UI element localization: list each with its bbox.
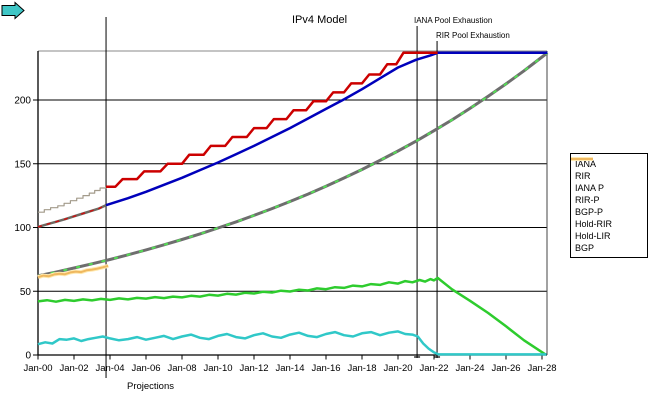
projections-arrow-icon xyxy=(1,1,25,20)
legend-label-rir: RIR xyxy=(575,171,591,181)
x-tick-label: Jan-06 xyxy=(131,363,160,374)
y-tick-label: 150 xyxy=(14,159,31,170)
legend-label-iana-p: IANA P xyxy=(575,183,605,193)
legend-label-iana: IANA xyxy=(575,159,597,169)
x-tick-label: Jan-02 xyxy=(59,363,88,374)
x-tick-label: Jan-10 xyxy=(203,363,232,374)
x-tick-label: Jan-28 xyxy=(527,363,556,374)
x-tick-label: Jan-08 xyxy=(167,363,196,374)
x-tick-label: Jan-00 xyxy=(23,363,52,374)
series-line-iana-p xyxy=(106,51,438,188)
series-line-rir-overlay xyxy=(37,204,107,228)
x-tick-label: Jan-22 xyxy=(419,363,448,374)
legend-label-rir-p: RIR-P xyxy=(575,195,600,205)
legend-item-hold-rir: Hold-RIR xyxy=(571,157,644,230)
x-tick-label: Jan-26 xyxy=(491,363,520,374)
series-line-hold-rir xyxy=(37,330,547,356)
series-line-bgp-p-overlay xyxy=(37,52,549,277)
projections-label: Projections xyxy=(127,381,174,392)
legend-label-bgp: BGP xyxy=(575,243,595,253)
legend-item-bgp: BGP xyxy=(571,157,644,254)
x-tick-label: Jan-24 xyxy=(455,363,484,374)
legend-item-rir: RIR xyxy=(571,157,644,182)
series-line-bgp-p xyxy=(37,51,549,278)
iana-exhaustion-label: IANA Pool Exhaustion xyxy=(414,16,493,25)
legend-label-hold-rir: Hold-RIR xyxy=(575,219,613,229)
legend-item-hold-lir: Hold-LIR xyxy=(571,157,644,242)
legend-item-iana-p: IANA P xyxy=(571,157,644,194)
y-tick-label: 0 xyxy=(25,351,31,362)
rir-exhaustion-label: RIR Pool Exhaustion xyxy=(436,31,510,40)
chart-title: IPv4 Model xyxy=(292,14,348,26)
legend-swatch-bgp-icon xyxy=(571,157,593,161)
legend-item-rir-p: RIR-P xyxy=(571,157,644,206)
series-line-hold-lir xyxy=(37,276,547,356)
series-line-bgp xyxy=(37,264,109,279)
y-tick-label: 200 xyxy=(14,96,31,107)
x-tick-label: Jan-14 xyxy=(275,363,304,374)
x-tick-label: Jan-12 xyxy=(239,363,268,374)
x-tick-label: Jan-16 xyxy=(311,363,340,374)
legend-label-bgp-p: BGP-P xyxy=(575,207,604,217)
x-tick-label: Jan-18 xyxy=(347,363,376,374)
legend-item-bgp-p: BGP-P xyxy=(571,157,644,218)
x-tick-label: Jan-20 xyxy=(383,363,412,374)
y-tick-label: 100 xyxy=(14,223,31,234)
series-line-rir-p xyxy=(105,51,548,207)
legend-label-hold-lir: Hold-LIR xyxy=(575,231,611,241)
legend: IANA RIR IANA P RIR-P BGP-P Hold-RIR Hold-LIR B… xyxy=(570,153,648,258)
y-tick-label: 50 xyxy=(20,287,32,298)
series-line-iana xyxy=(38,186,107,213)
x-tick-label: Jan-04 xyxy=(95,363,124,374)
